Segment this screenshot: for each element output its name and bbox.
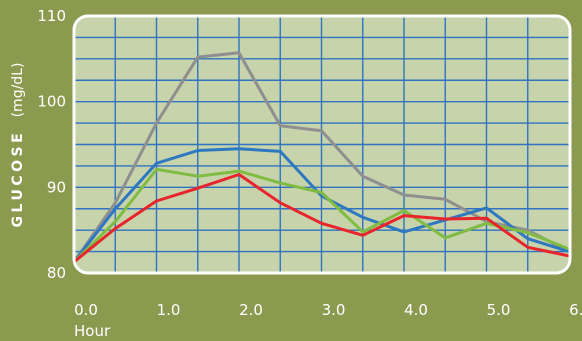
y-axis-label-main: GLUCOSE (10, 130, 26, 228)
series-line-3 (72, 167, 571, 264)
x-tick-label: 2.0 (239, 301, 263, 319)
x-tick-label: 5.0 (487, 301, 511, 319)
y-tick-labels: 80 90 100 110 (37, 7, 66, 282)
plot-border (72, 14, 572, 275)
y-axis-label: GLUCOSE (mg/dL) (10, 63, 26, 228)
x-tick-label: 1.0 (157, 301, 181, 319)
y-tick-label: 90 (47, 178, 66, 196)
y-tick-label: 100 (37, 93, 66, 111)
x-tick-label: 3.0 (322, 301, 346, 319)
series-line-2 (72, 147, 571, 264)
series-line-1 (72, 51, 571, 264)
x-tick-label: 0.0 (74, 301, 98, 319)
x-tick-labels: 0.0 1.0 2.0 3.0 4.0 5.0 6.0 (74, 301, 582, 319)
x-tick-label: 4.0 (404, 301, 428, 319)
y-axis-label-unit: (mg/dL) (10, 63, 26, 118)
y-tick-label: 110 (37, 7, 66, 25)
y-tick-label: 80 (47, 264, 66, 282)
series-layer (72, 51, 571, 264)
x-axis-label: Hour (74, 322, 111, 340)
x-tick-label: 6.0 (569, 301, 582, 319)
series-line-4 (72, 173, 571, 264)
